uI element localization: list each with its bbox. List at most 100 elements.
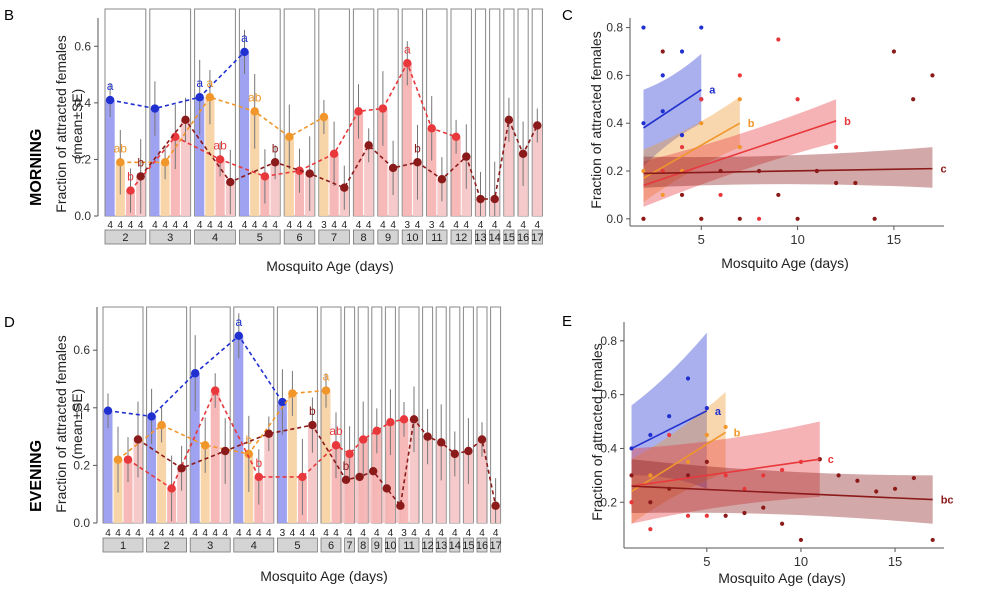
n-label: 4 [452,528,458,539]
data-point-blue [685,376,691,381]
age-label-5: 5 [294,540,300,552]
y-tick-label: 0.4 [600,441,617,455]
age-label-10: 10 [406,232,418,244]
bar-darkred-age-3 [220,451,230,523]
point-darkred [450,449,459,459]
n-label: 4 [520,220,526,231]
y-tick-label: 0.0 [74,209,91,223]
point-darkred [518,149,528,158]
data-point-darkred [723,513,728,518]
data-point-blue [660,109,665,114]
data-point-orange [737,97,742,102]
age-box-8 [357,537,369,553]
panel-label-e: E [562,313,572,330]
age-box-11 [426,229,448,245]
point-red [345,449,354,459]
age-label-14: 14 [489,232,501,244]
point-darkred [396,501,405,510]
point-darkred [308,420,317,430]
n-label: 4 [366,220,372,231]
y-tick-label: 0.4 [606,116,623,130]
data-point-blue [660,73,665,78]
data-point-red [776,37,781,42]
panel-d-evening-bars: D EVENING Fraction of attracted females … [4,306,502,584]
data-point-darkred [891,49,897,54]
panel-d-bars [103,313,501,523]
data-point-darkred [930,537,935,543]
bar-orange-age-3 [200,445,210,523]
age-label-13: 13 [435,540,447,552]
n-label: 4 [342,220,348,231]
point-red [126,186,135,195]
n-label: 4 [439,220,445,231]
age-box-3 [149,229,192,245]
point-blue [147,412,156,421]
n-label: 4 [105,528,111,539]
point-red [359,435,368,444]
significance-letter-darkred: b [343,459,350,473]
data-point-red [756,216,762,221]
panel-b-bars [105,29,542,216]
n-label: 4 [310,528,316,539]
significance-letter-orange: b [748,118,755,130]
data-point-darkred [795,216,800,221]
bar-darkred-age-3 [180,119,191,216]
point-red [211,386,220,395]
age-box-16 [476,537,488,553]
data-point-orange [737,145,742,150]
point-blue [105,95,115,105]
point-blue [103,406,113,415]
bar-blue-age-4 [234,335,244,523]
age-label-16: 16 [517,232,529,244]
n-label: 4 [173,220,179,231]
age-frame-8 [352,8,375,217]
age-label-1: 1 [120,540,126,552]
fit-line-red [643,120,837,187]
bar-red-age-9 [378,108,388,216]
age-label-12: 12 [421,540,433,552]
age-box-2 [146,537,188,553]
point-darkred [221,446,230,456]
n-label: 4 [228,220,234,231]
n-label: 4 [333,528,339,539]
data-point-blue [699,25,704,30]
point-orange [285,132,294,141]
data-point-darkred [817,457,822,462]
significance-letter-red: b [127,170,134,184]
bar-red-age-8 [353,111,364,216]
bar-darkred-age-14 [450,453,460,523]
n-label: 4 [262,220,268,231]
panel-b-morning-bars: B MORNING Fraction of attracted females … [4,7,543,274]
age-label-9: 9 [374,540,380,552]
bar-orange-age-5 [250,111,260,216]
n-label: 4 [152,220,158,231]
panel-b-ylabel-line2: (mean±SE) [69,89,85,160]
age-frame-2 [104,8,147,217]
point-darkred [355,472,364,482]
data-point-darkred [679,192,685,198]
significance-letter-darkred: c [940,164,946,176]
point-orange [321,386,331,395]
point-red [403,59,412,68]
n-label: 4 [356,220,362,231]
point-red [123,455,133,464]
point-red [354,107,363,116]
significance-letter-blue: a [235,315,242,329]
n-label: 3 [401,528,407,539]
significance-letter-blue: a [709,85,716,97]
bar-red-age-3 [210,390,220,523]
point-orange [116,158,125,167]
series-line-blue [109,51,246,110]
bar-red-age-10 [402,63,412,216]
n-label: 4 [128,220,134,231]
data-point-darkred [930,73,935,78]
bar-red-age-11 [399,419,409,523]
data-point-blue [667,414,672,419]
y-tick-label: 0.8 [606,21,623,35]
point-red [331,441,341,450]
bar-orange-age-6 [321,390,331,523]
data-point-darkred [761,505,766,510]
y-tick-label: 0.8 [600,334,617,348]
